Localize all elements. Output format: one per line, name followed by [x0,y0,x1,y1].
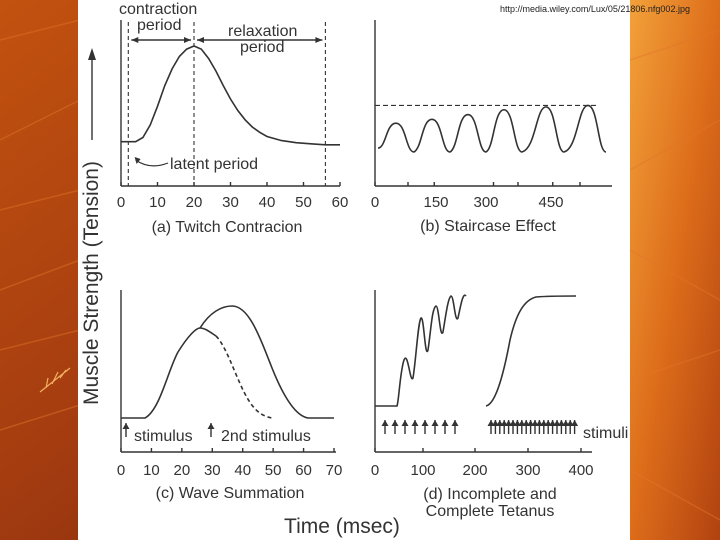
panel-d-stimulus-arrow-icon [441,420,449,426]
panel-d-stimulus-arrow-icon [566,420,574,426]
panel-a-arrowhead-icon [315,37,323,43]
panel-d-tick-label: 200 [462,462,487,479]
panel-d-stimulus-arrow-icon [535,420,543,426]
panel-a-annotation-relaxation: relaxation [228,23,297,40]
panel-c-tick-label: 20 [174,462,191,479]
panel-d-stimulus-arrow-icon [571,420,579,426]
panel-d-stimulus-arrow-icon [549,420,557,426]
panel-b-tick-label: 450 [538,194,563,211]
panel-c-tick-label: 30 [204,462,221,479]
source-url: http://media.wiley.com/Lux/05/21806.nfg0… [500,4,690,14]
panel-d-complete-tetanus-curve [485,295,577,407]
panel-a-annotation-latent: latent period [170,156,258,173]
panel-b-tick-label: 0 [371,194,379,211]
panel-a-annotation-contraction: contraction [119,1,197,18]
panel-b-staircase-curve [377,104,607,153]
panel-b-tick-label: 300 [473,194,498,211]
panel-c-tick-label: 70 [326,462,343,479]
panel-c-title: (c) Wave Summation [156,485,305,502]
panel-d-stimulus-arrow-icon [391,420,399,426]
panel-a-tick-label: 60 [332,194,349,211]
panel-d-tick-label: 100 [410,462,435,479]
panel-d-tick-label: 0 [371,462,379,479]
panel-a-tick-label: 40 [259,194,276,211]
y-axis-arrow-icon [88,48,96,60]
panel-d-stimulus-arrow-icon [531,420,539,426]
panel-d-stimulus-arrow-icon [411,420,419,426]
panel-a-arrowhead-icon [184,37,191,43]
panel-c-stimulus-label: stimulus [134,428,193,445]
panel-d-stimulus-arrow-icon [562,420,570,426]
panel-d-stimulus-arrow-icon [401,420,409,426]
panel-c-tick-label: 50 [265,462,282,479]
panel-a-tick-label: 50 [295,194,312,211]
panel-d-stimulus-arrow-icon [557,420,565,426]
panel-d-stimulus-arrow-icon [505,420,513,426]
panel-c-tick-label: 0 [117,462,125,479]
panel-c-first-twitch-decay [215,335,273,419]
panel-a-tick-label: 20 [186,194,203,211]
panel-d-stimulus-arrow-icon [553,420,561,426]
panel-a-tick-label: 30 [222,194,239,211]
panel-d-tick-label: 300 [515,462,540,479]
panel-d-stimulus-arrow-icon [527,420,535,426]
panel-a-annotation-period: period [137,17,181,34]
panel-c-2nd-stimulus-arrow-icon [207,423,215,429]
panel-d-stimulus-arrow-icon [513,420,521,426]
panel-a-twitch-curve [121,45,340,146]
x-axis-label: Time (msec) [284,515,400,538]
panel-a-annotation-period-2: period [240,39,284,56]
panel-c-tick-label: 40 [234,462,251,479]
panel-d-stimulus-arrow-icon [500,420,508,426]
panel-d-stimulus-arrow-icon [381,420,389,426]
panel-a-tick-label: 10 [149,194,166,211]
panel-b-title: (b) Staircase Effect [420,218,556,235]
panel-d-stimulus-arrow-icon [540,420,548,426]
panel-a-tick-label: 0 [117,194,125,211]
panel-d-stimulus-arrow-icon [421,420,429,426]
panel-d-stimulus-arrow-icon [487,420,495,426]
panel-b-tick-label: 150 [423,194,448,211]
figure-panel [78,0,630,540]
panel-d-title-line2: Complete Tetanus [426,503,555,520]
panel-c-tick-label: 10 [143,462,160,479]
panel-a-latent-arrow-icon [134,157,141,164]
panel-d-stimulus-arrow-icon [518,420,526,426]
panel-d-stimulus-arrow-icon [509,420,517,426]
y-axis-label: Muscle Strength (Tension) [80,161,103,405]
panel-d-stimulus-arrow-icon [544,420,552,426]
panel-d-stimulus-arrow-icon [451,420,459,426]
panel-c-first-twitch [121,327,217,419]
panel-c-2nd-stimulus-label: 2nd stimulus [221,428,311,445]
decorative-leaf-icon [39,367,71,393]
panel-a-title: (a) Twitch Contracion [152,219,303,236]
panel-d-stimuli-label: stimuli [583,425,628,442]
panel-d-stimulus-arrow-icon [491,420,499,426]
panel-c-stimulus-arrow-icon [122,423,130,429]
panel-d-stimulus-arrow-icon [522,420,530,426]
panel-d-tick-label: 400 [568,462,593,479]
panel-a-arrowhead-icon [197,37,204,43]
panel-d-incomplete-tetanus-curve [375,294,467,407]
panel-c-summed-curve [199,305,334,419]
panel-d-title-line1: (d) Incomplete and [423,486,556,503]
panel-d-stimulus-arrow-icon [431,420,439,426]
panel-a-latent-pointer [135,159,169,167]
panel-a-arrowhead-icon [131,37,139,43]
panel-d-stimulus-arrow-icon [496,420,504,426]
panel-c-tick-label: 60 [295,462,312,479]
